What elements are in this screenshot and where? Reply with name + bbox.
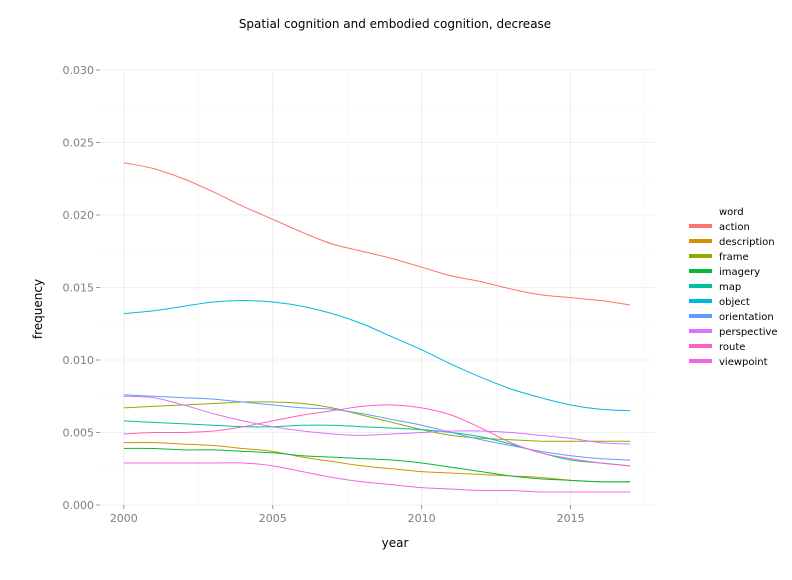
series-line-frame [123,401,631,442]
series-line-viewpoint [123,462,631,493]
legend-swatch-perspective [689,329,712,333]
y-axis-title: frequency [31,279,45,339]
legend-swatch-action [689,224,712,228]
legend-swatch-route [689,344,712,348]
x-axis-title: year [382,536,409,550]
y-tick-label: 0.010 [63,354,95,367]
legend-items: action description frame imagery map object or… [689,222,778,368]
y-tick-label: 0.025 [63,137,95,150]
series-line-object [123,300,631,412]
legend-label-route: route [719,342,745,353]
legend-label-orientation: orientation [719,312,774,323]
legend-label-imagery: imagery [719,267,760,278]
x-tick-label: 2000 [110,512,138,525]
axes: 0.000 0.005 0.010 0.015 0.020 0.025 0.030 2000 2… [63,64,585,525]
series-line-orientation [123,394,631,461]
chart-title: Spatial cognition and embodied cognition… [239,17,551,31]
legend-label-frame: frame [719,252,749,263]
series-line-route [123,404,631,467]
legend-label-action: action [719,222,750,233]
legend-label-viewpoint: viewpoint [719,357,768,368]
y-tick-label: 0.015 [63,282,95,295]
x-tick-label: 2010 [408,512,436,525]
legend-title: word [719,207,744,218]
series-line-action [123,162,631,306]
legend-swatch-orientation [689,314,712,318]
y-tick-label: 0.000 [63,499,95,512]
series-lines [123,162,631,493]
series-line-description [123,442,631,483]
legend-swatch-map [689,284,712,288]
legend-swatch-frame [689,254,712,258]
legend-label-perspective: perspective [719,327,778,338]
y-tick-label: 0.030 [63,64,95,77]
y-tick-label: 0.020 [63,209,95,222]
legend-label-object: object [719,297,750,308]
grid [100,69,654,506]
y-tick-label: 0.005 [63,427,95,440]
legend-swatch-description [689,239,712,243]
x-tick-label: 2015 [557,512,585,525]
legend-swatch-viewpoint [689,359,712,363]
series-line-perspective [123,395,631,445]
legend-label-description: description [719,237,775,248]
x-tick-label: 2005 [259,512,287,525]
legend-swatch-imagery [689,269,712,273]
series-line-imagery [123,447,631,483]
legend-label-map: map [719,282,741,293]
legend: word action description frame imagery map obj… [689,207,778,368]
legend-swatch-object [689,299,712,303]
